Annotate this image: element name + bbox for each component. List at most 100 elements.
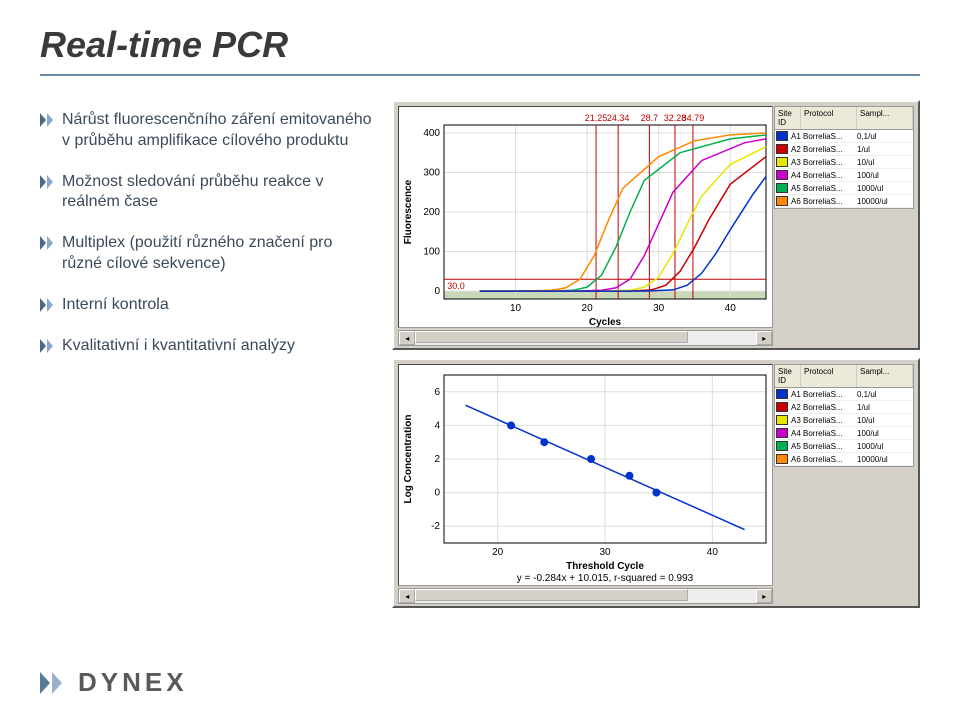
legend-protocol: BorreliaS... [801,428,855,439]
legend-sample: 1/ul [855,144,872,155]
legend-swatch [776,389,788,399]
legend-sample: 0,1/ul [855,131,879,142]
legend-protocol: BorreliaS... [801,144,855,155]
scroll-right-button[interactable]: ▸ [756,589,772,603]
svg-text:10: 10 [510,303,522,314]
bullet-text: Nárůst fluorescenčního záření emitovanéh… [62,110,372,152]
svg-text:100: 100 [424,247,441,258]
legend-protocol: BorreliaS... [801,196,855,207]
standard-curve-panel: 203040-20246Threshold CycleLog Concentra… [392,358,920,608]
bullet-text: Multiplex (použití různého značení pro r… [62,233,372,275]
legend-col-sample[interactable]: Sampl... [857,107,913,129]
page-title: Real-time PCR [40,24,920,66]
legend-col-sample[interactable]: Sampl... [857,365,913,387]
legend-swatch [776,131,788,141]
bullet-text: Možnost sledování průběhu reakce v reáln… [62,172,372,214]
legend-protocol: BorreliaS... [801,183,855,194]
bullet-item: Možnost sledování průběhu reakce v reáln… [40,172,372,214]
scroll-left-button[interactable]: ◂ [399,331,415,345]
svg-text:20: 20 [582,303,594,314]
bullet-item: Multiplex (použití různého značení pro r… [40,233,372,275]
chevron-icon [40,175,54,189]
legend-sample: 100/ul [855,428,881,439]
svg-text:300: 300 [424,167,441,178]
scroll-left-button[interactable]: ◂ [399,589,415,603]
legend-protocol: BorreliaS... [801,441,855,452]
chevron-icon [40,339,54,353]
svg-text:40: 40 [725,303,737,314]
scrollbar-horizontal[interactable]: ◂ ▸ [398,588,773,604]
svg-text:4: 4 [435,420,441,431]
svg-text:28.7: 28.7 [641,113,659,123]
legend-protocol: BorreliaS... [801,170,855,181]
logo-icon [40,672,70,694]
svg-text:Log Concentration: Log Concentration [403,415,414,504]
legend-row[interactable]: A6BorreliaS...10000/ul [775,195,913,208]
svg-text:40: 40 [707,547,719,558]
bullet-item: Nárůst fluorescenčního záření emitovanéh… [40,110,372,152]
legend-sample: 100/ul [855,170,881,181]
legend-col-siteid[interactable]: Site ID [775,365,801,387]
legend-sample: 10/ul [855,415,876,426]
chevron-icon [40,113,54,127]
legend-table: Site ID Protocol Sampl... A1BorreliaS...… [774,364,914,467]
svg-text:Cycles: Cycles [589,317,622,328]
legend-swatch [776,157,788,167]
legend-siteid: A6 [789,454,801,465]
legend-siteid: A5 [789,441,801,452]
chevron-icon [40,236,54,250]
legend-row[interactable]: A6BorreliaS...10000/ul [775,453,913,466]
logo-text: DYNEX [78,667,188,698]
svg-text:200: 200 [424,207,441,218]
svg-text:30: 30 [600,547,612,558]
legend-row[interactable]: A5BorreliaS...1000/ul [775,440,913,453]
svg-text:30.0: 30.0 [448,281,466,291]
legend-row[interactable]: A3BorreliaS...10/ul [775,414,913,427]
svg-text:Fluorescence: Fluorescence [403,179,414,244]
legend-row[interactable]: A5BorreliaS...1000/ul [775,182,913,195]
svg-text:24.34: 24.34 [607,113,630,123]
chevron-icon [40,298,54,312]
legend-swatch [776,196,788,206]
legend-swatch [776,183,788,193]
legend-protocol: BorreliaS... [801,454,855,465]
scrollbar-horizontal[interactable]: ◂ ▸ [398,330,773,346]
legend-siteid: A5 [789,183,801,194]
legend-siteid: A2 [789,144,801,155]
legend-protocol: BorreliaS... [801,389,855,400]
legend-swatch [776,415,788,425]
legend-swatch [776,454,788,464]
legend-col-protocol[interactable]: Protocol [801,365,857,387]
svg-text:Threshold Cycle: Threshold Cycle [566,561,644,572]
svg-text:6: 6 [435,387,441,398]
legend-col-siteid[interactable]: Site ID [775,107,801,129]
legend-row[interactable]: A2BorreliaS...1/ul [775,401,913,414]
legend-swatch [776,428,788,438]
bullet-list: Nárůst fluorescenčního záření emitovanéh… [40,100,372,616]
bullet-item: Interní kontrola [40,295,372,316]
legend-row[interactable]: A4BorreliaS...100/ul [775,169,913,182]
svg-text:-2: -2 [431,521,440,532]
legend-row[interactable]: A1BorreliaS...0,1/ul [775,130,913,143]
legend-table: Site ID Protocol Sampl... A1BorreliaS...… [774,106,914,209]
svg-text:400: 400 [424,128,441,139]
legend-row[interactable]: A1BorreliaS...0,1/ul [775,388,913,401]
svg-text:y = -0.284x + 10.015, r-square: y = -0.284x + 10.015, r-squared = 0.993 [517,573,694,584]
amplification-panel: 10203040010020030040030.021.2524.3428.73… [392,100,920,350]
legend-protocol: BorreliaS... [801,402,855,413]
svg-text:0: 0 [435,286,441,297]
bullet-item: Kvalitativní i kvantitativní analýzy [40,336,372,357]
legend-siteid: A2 [789,402,801,413]
legend-siteid: A4 [789,428,801,439]
svg-text:0: 0 [435,488,441,499]
legend-sample: 0,1/ul [855,389,879,400]
legend-sample: 1000/ul [855,441,885,452]
scroll-right-button[interactable]: ▸ [756,331,772,345]
legend-row[interactable]: A4BorreliaS...100/ul [775,427,913,440]
legend-row[interactable]: A3BorreliaS...10/ul [775,156,913,169]
legend-row[interactable]: A2BorreliaS...1/ul [775,143,913,156]
title-underline [40,74,920,76]
legend-protocol: BorreliaS... [801,157,855,168]
legend-siteid: A1 [789,389,801,400]
legend-col-protocol[interactable]: Protocol [801,107,857,129]
